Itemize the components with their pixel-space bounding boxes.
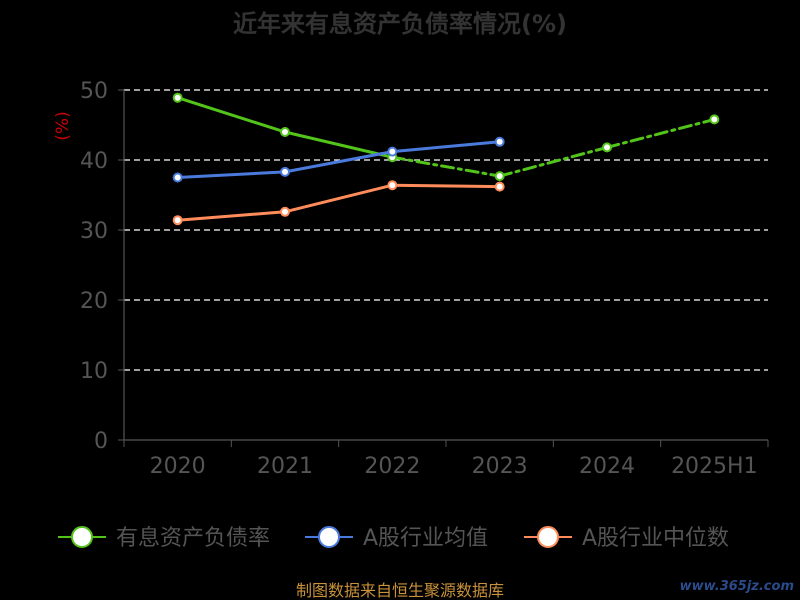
y-tick-label: 0 — [94, 429, 108, 454]
x-tick-label: 2024 — [579, 454, 635, 479]
legend[interactable]: 有息资产负债率 A股行业均值 A股行业中位数 — [58, 526, 729, 551]
data-point — [494, 171, 505, 182]
x-tick-label: 2021 — [257, 454, 313, 479]
data-point — [387, 146, 398, 157]
data-point — [602, 142, 612, 153]
y-axis-label: (%) — [53, 111, 73, 140]
legend-label: 有息资产负债率 — [116, 526, 270, 551]
x-tick-label: 2020 — [150, 454, 206, 479]
series-segment — [176, 96, 287, 134]
x-tick-label: 2023 — [472, 454, 528, 479]
series-有息资产负债率 — [172, 92, 720, 182]
y-tick-label: 50 — [80, 79, 108, 104]
y-tick-label: 40 — [80, 149, 108, 174]
legend-item[interactable]: A股行业中位数 — [524, 526, 729, 551]
data-source-note: 制图数据来自恒生聚源数据库 — [296, 581, 504, 600]
legend-marker — [318, 526, 340, 548]
axes: 0 10 20 30 40 50 2020 2021 2022 2023 2024 2025H1 — [80, 79, 769, 479]
watermark: www.365jz.com — [680, 579, 794, 594]
data-point — [172, 92, 183, 103]
grid-lines — [124, 89, 768, 371]
series-segment — [176, 210, 287, 222]
data-point — [387, 180, 398, 191]
series-segment — [390, 183, 502, 189]
series-segment — [390, 140, 502, 154]
y-tick-label: 30 — [80, 219, 108, 244]
y-tick-label: 20 — [80, 289, 108, 314]
series-segment — [283, 183, 394, 214]
data-point — [280, 206, 290, 217]
legend-item[interactable]: A股行业均值 — [305, 526, 488, 551]
legend-label: A股行业均值 — [363, 526, 488, 551]
data-point — [280, 127, 290, 137]
data-point — [494, 181, 505, 192]
series-segment — [605, 117, 716, 149]
series-lines — [172, 92, 720, 226]
legend-marker — [71, 526, 93, 548]
data-point — [172, 215, 183, 226]
series-segment — [283, 130, 394, 159]
series-segment — [176, 170, 287, 179]
series-segment — [283, 150, 394, 174]
legend-item[interactable]: 有息资产负债率 — [58, 526, 270, 551]
data-point — [494, 136, 505, 147]
y-tick-label: 10 — [80, 359, 108, 384]
x-tick-label: 2022 — [364, 454, 420, 479]
series-segment — [498, 145, 609, 178]
legend-marker — [537, 526, 559, 548]
x-tick-label: 2025H1 — [671, 454, 758, 479]
series-A股行业中位数 — [172, 180, 505, 226]
data-point — [709, 114, 720, 125]
data-point — [172, 172, 183, 183]
legend-label: A股行业中位数 — [582, 526, 729, 551]
data-point — [280, 166, 290, 177]
series-A股行业均值 — [172, 136, 505, 183]
chart-title: 近年来有息资产负债率情况(%) — [233, 10, 567, 38]
series-segment — [390, 155, 502, 178]
